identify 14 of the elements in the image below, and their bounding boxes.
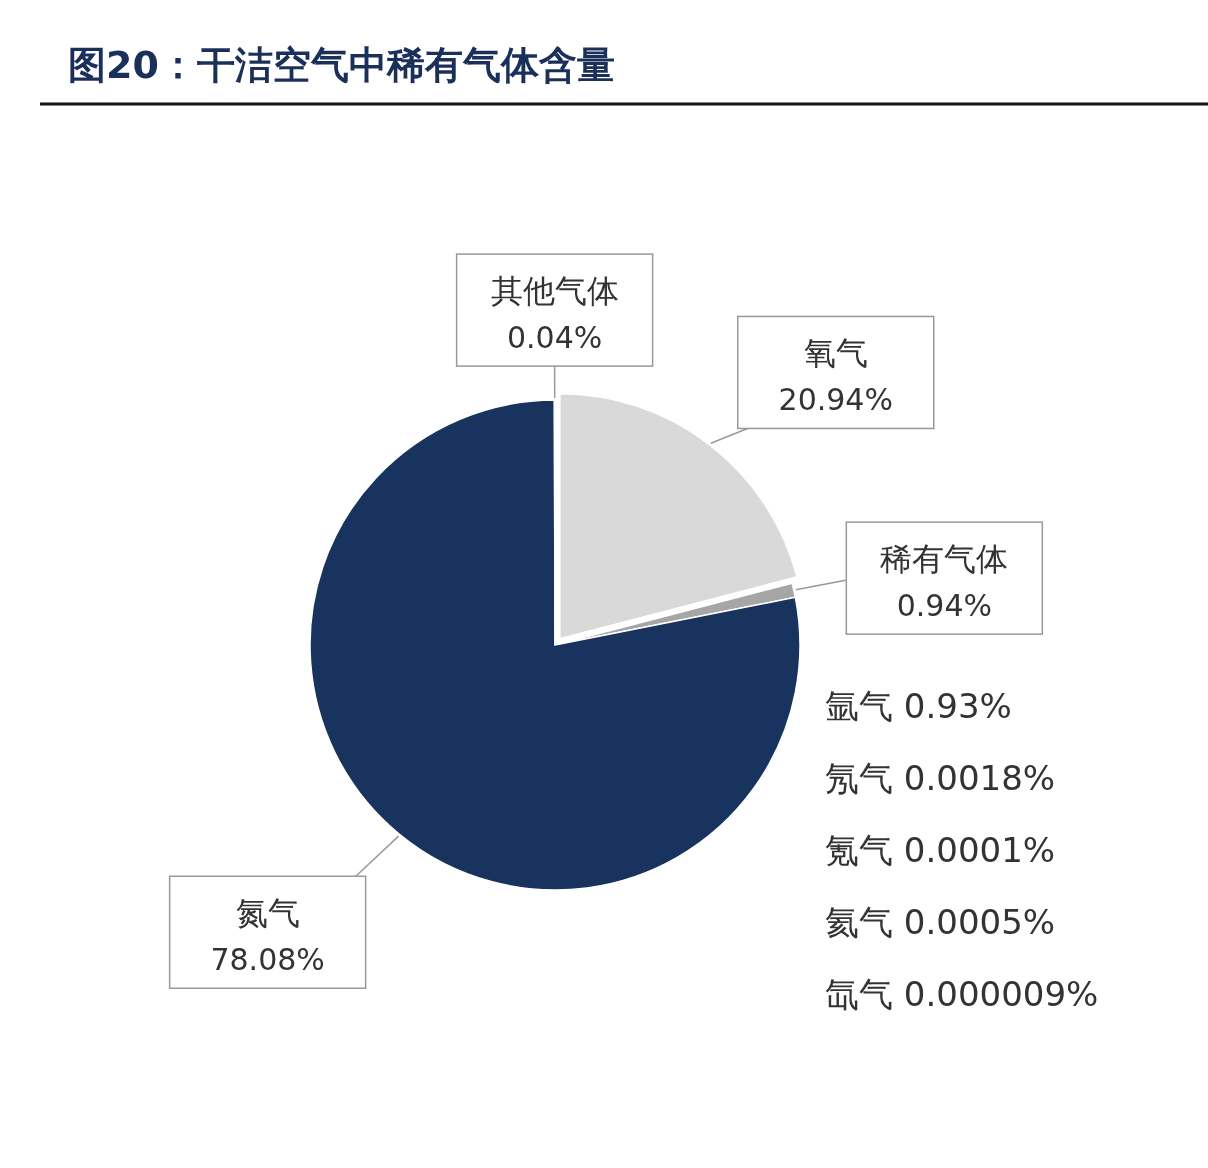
slice-label: 氮气 [235, 894, 300, 933]
data-label: 0.94% [896, 588, 992, 624]
data-label: 78.08% [210, 942, 325, 978]
text: 氩气 0.93% [825, 686, 1012, 726]
data-label: 0.04% [506, 320, 603, 356]
slice-label: 氧气 [803, 334, 868, 373]
text: 氦气 0.0005% [825, 902, 1056, 942]
data-label: 20.94% [778, 382, 893, 418]
text: 氙气 0.000009% [825, 974, 1099, 1014]
chart-title: 图20：干洁空气中稀有气体含量 [68, 43, 615, 87]
text: 氪气 0.0001% [825, 830, 1056, 870]
slice-label: 其他气体 [490, 272, 619, 311]
text: 氖气 0.0018% [825, 758, 1056, 798]
slice-label: 稀有气体 [880, 540, 1009, 579]
